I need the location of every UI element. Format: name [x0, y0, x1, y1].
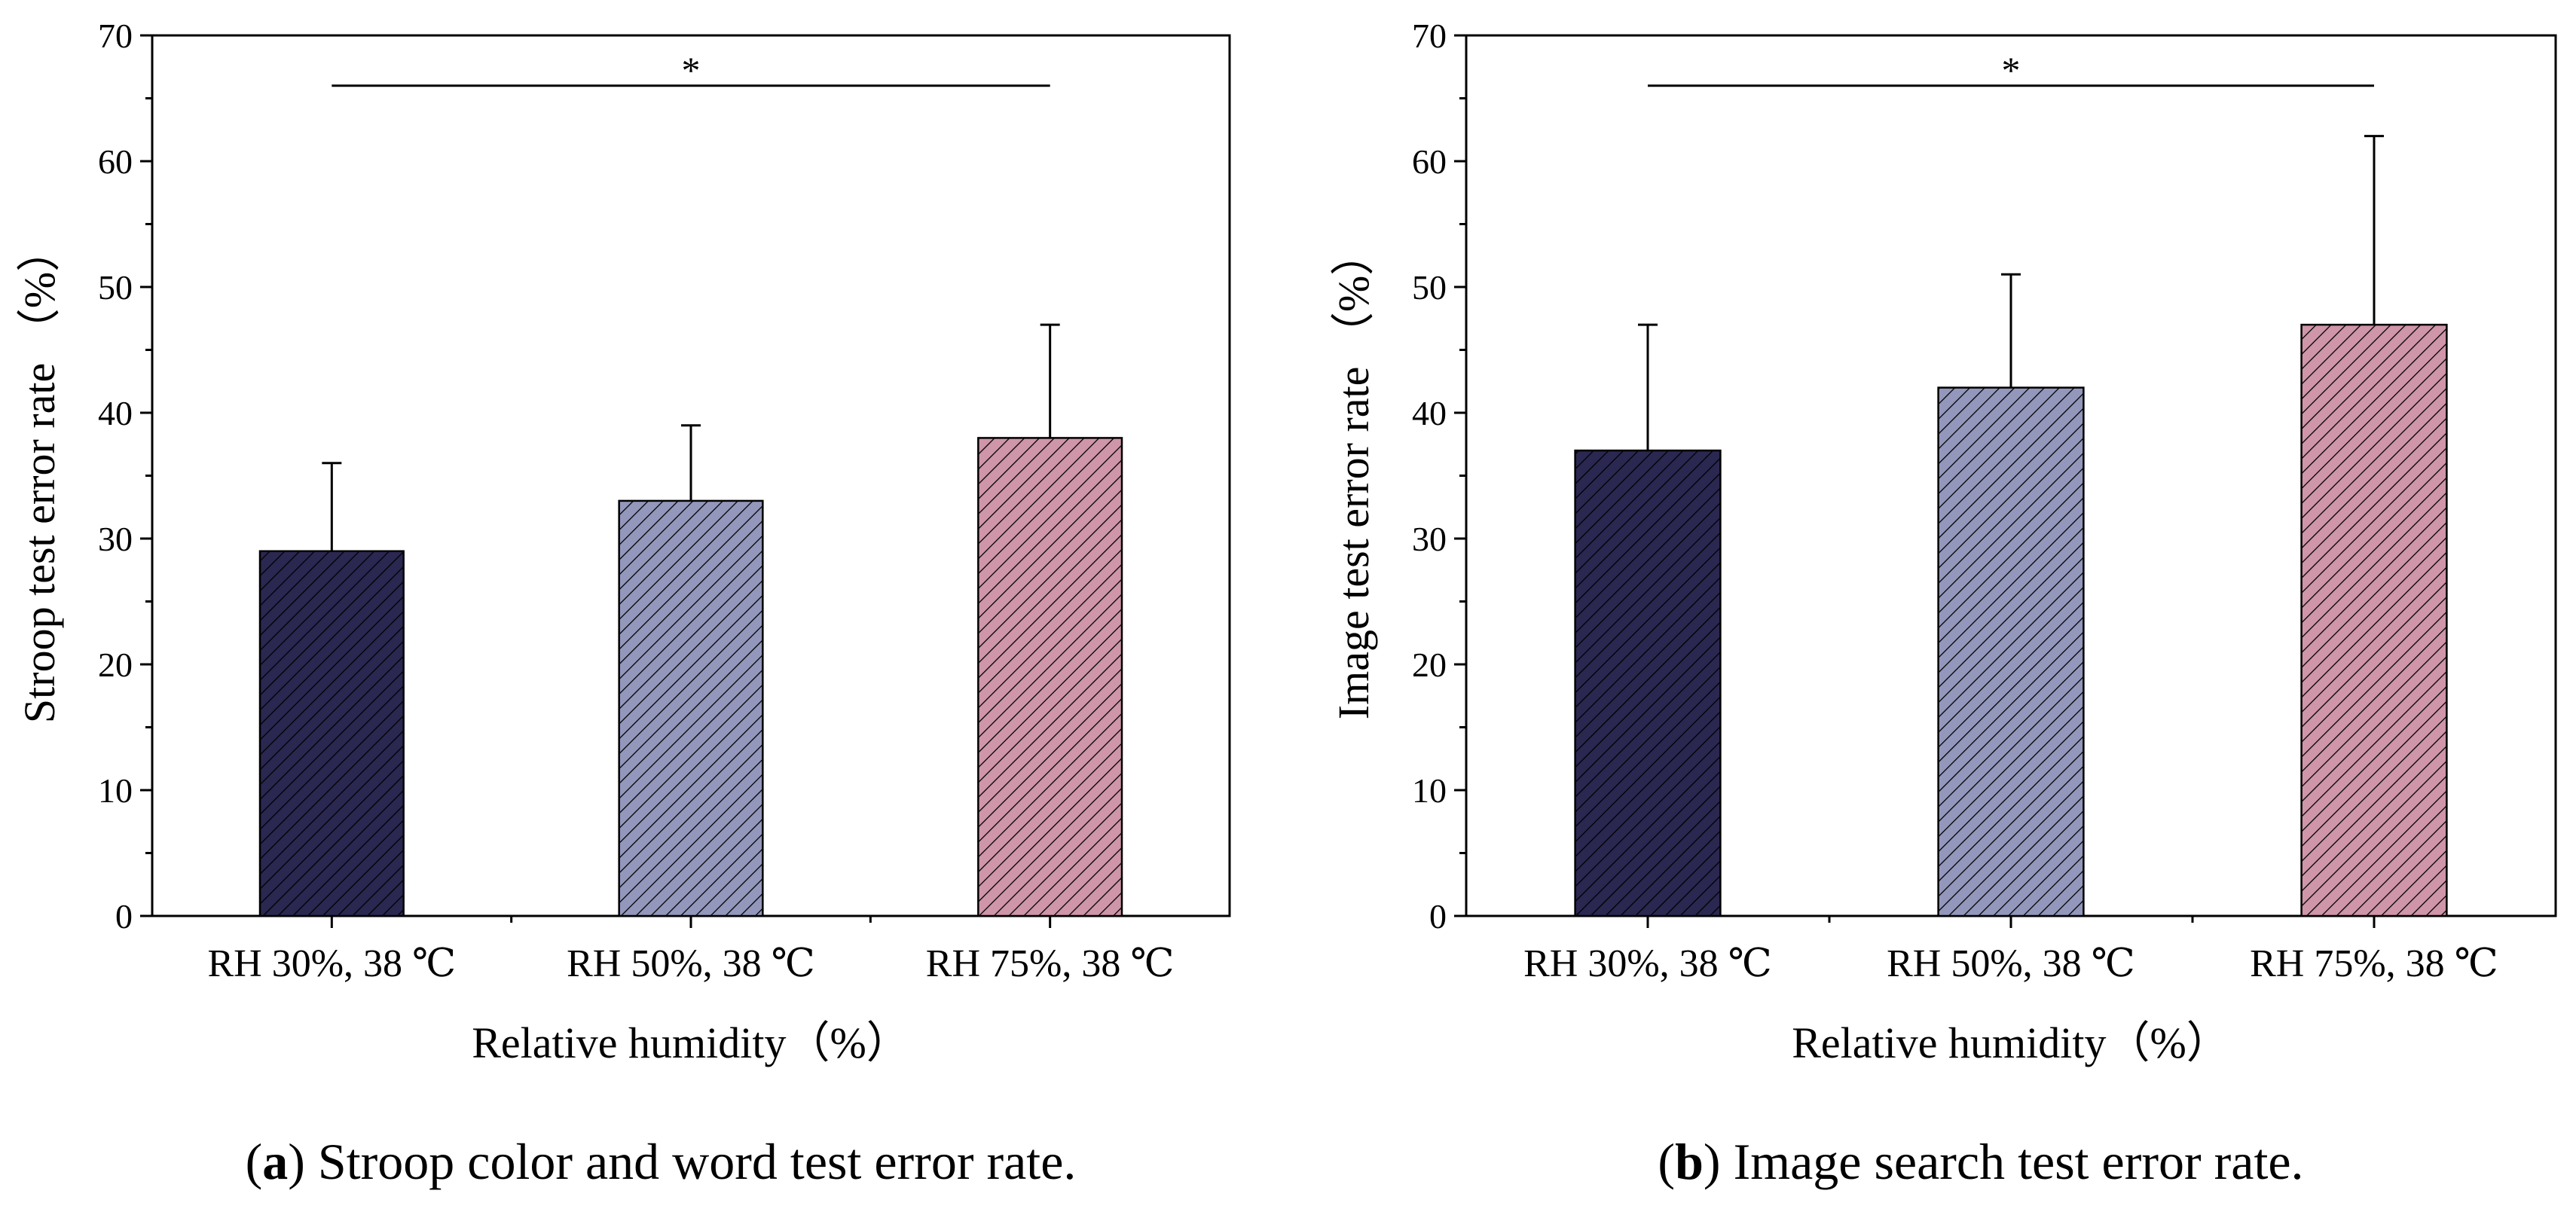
- chart-panel-a: 0 10 20 30 40 50 60 70 RH 30%, 38 ℃ RH 50%, 38 ℃ R…: [15, 17, 1231, 1190]
- y-axis-title: Image test error rate （%）: [1329, 232, 1378, 719]
- y-axis-title: Stroop test error rate （%）: [15, 228, 64, 723]
- y-tick-label: 40: [98, 394, 133, 432]
- x-tick-label: RH 75%, 38 ℃: [2250, 942, 2498, 985]
- caption: (b) Image search test error rate.: [1658, 1133, 2303, 1190]
- y-tick-label: 70: [98, 17, 133, 55]
- x-axis-title: Relative humidity（%）: [472, 1018, 910, 1067]
- bar-hatch-1: [1574, 449, 1722, 917]
- caption-open-paren: (: [246, 1133, 263, 1190]
- caption: (a) Stroop color and word test error rat…: [246, 1133, 1077, 1190]
- y-tick-label: 70: [1412, 17, 1447, 55]
- caption-letter: b: [1675, 1133, 1704, 1190]
- caption-close-paren: ): [1704, 1133, 1721, 1190]
- y-tick-label: 20: [98, 646, 133, 684]
- caption-text: Image search test error rate.: [1721, 1133, 2304, 1190]
- caption-letter: a: [262, 1133, 288, 1190]
- y-tick-label: 30: [98, 520, 133, 558]
- caption-text: Stroop color and word test error rate.: [305, 1133, 1076, 1190]
- y-tick-label: 60: [1412, 142, 1447, 181]
- x-tick-label: RH 50%, 38 ℃: [567, 942, 815, 985]
- significance-star: *: [682, 49, 701, 91]
- bar-hatch-2: [618, 499, 764, 917]
- x-tick-label: RH 75%, 38 ℃: [926, 942, 1175, 985]
- significance-star: *: [2002, 49, 2021, 91]
- bar-hatch-3: [2300, 323, 2448, 917]
- y-tick-label: 0: [1429, 897, 1447, 936]
- caption-close-paren: ): [288, 1133, 305, 1190]
- y-tick-label: 60: [98, 142, 133, 181]
- chart-panel-b: 0 10 20 30 40 50 60 70 RH 30%, 38 ℃ RH 50%, 38 ℃ R…: [1329, 17, 2557, 1190]
- y-tick-label: 10: [1412, 771, 1447, 810]
- y-tick-label: 50: [98, 268, 133, 307]
- y-tick-label: 30: [1412, 520, 1447, 558]
- x-tick-label: RH 50%, 38 ℃: [1887, 942, 2135, 985]
- bar-hatch-3: [977, 437, 1123, 917]
- bar-hatch-2: [1937, 386, 2085, 917]
- x-axis-title: Relative humidity（%）: [1792, 1018, 2230, 1067]
- y-tick-label: 0: [115, 897, 133, 936]
- y-tick-label: 40: [1412, 394, 1447, 432]
- bar-hatch-1: [258, 550, 405, 917]
- y-tick-label: 50: [1412, 268, 1447, 307]
- y-tick-label: 20: [1412, 646, 1447, 684]
- caption-open-paren: (: [1658, 1133, 1675, 1190]
- x-tick-label: RH 30%, 38 ℃: [1523, 942, 1772, 985]
- y-tick-label: 10: [98, 771, 133, 810]
- x-tick-label: RH 30%, 38 ℃: [207, 942, 456, 985]
